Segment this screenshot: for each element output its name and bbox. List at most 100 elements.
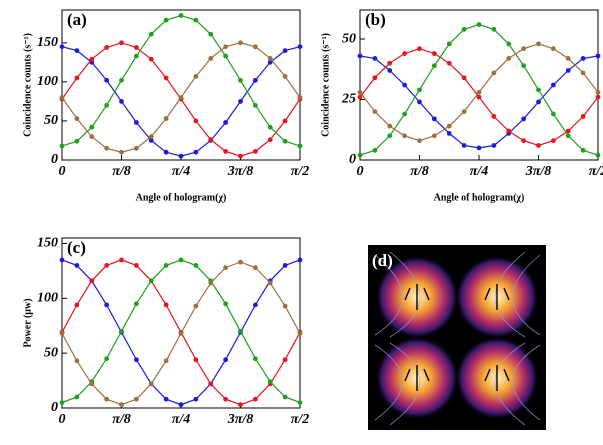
data-point bbox=[521, 46, 527, 52]
data-point bbox=[536, 41, 541, 47]
data-point bbox=[521, 63, 527, 69]
data-point bbox=[178, 95, 184, 100]
fit-line bbox=[61, 14, 301, 147]
data-point bbox=[267, 124, 273, 130]
x-tick-label: π/8 bbox=[410, 164, 429, 179]
data-point bbox=[163, 396, 169, 402]
data-point bbox=[223, 396, 229, 402]
panel-label: (d) bbox=[372, 251, 393, 270]
data-point bbox=[133, 45, 139, 50]
y-axis-label: Coincidence counts (s⁻¹) bbox=[22, 33, 33, 137]
data-point bbox=[550, 82, 556, 88]
data-point bbox=[133, 145, 139, 151]
data-point bbox=[595, 94, 601, 100]
data-point bbox=[208, 381, 214, 387]
data-point bbox=[104, 77, 110, 83]
data-point bbox=[133, 53, 139, 59]
data-point bbox=[133, 396, 139, 402]
x-tick-label: π/2 bbox=[589, 164, 603, 179]
data-point bbox=[461, 143, 467, 148]
data-point bbox=[267, 379, 273, 385]
data-point bbox=[252, 77, 258, 83]
fit-line bbox=[359, 23, 599, 156]
data-point bbox=[104, 102, 110, 108]
data-point bbox=[565, 133, 571, 139]
data-point bbox=[59, 44, 65, 50]
data-point bbox=[550, 111, 556, 117]
data-point bbox=[417, 99, 422, 105]
data-point bbox=[372, 55, 378, 61]
data-point bbox=[417, 138, 422, 144]
data-point bbox=[536, 87, 541, 93]
data-point bbox=[104, 263, 110, 268]
data-point bbox=[387, 68, 393, 73]
data-point bbox=[282, 118, 288, 124]
data-point bbox=[89, 278, 95, 284]
x-axis-label: Angle of hologram(χ) bbox=[136, 192, 227, 203]
data-point bbox=[223, 53, 229, 59]
data-point bbox=[387, 60, 393, 66]
data-point bbox=[133, 120, 139, 125]
data-point bbox=[402, 51, 408, 56]
data-point bbox=[148, 381, 154, 387]
x-tick-label: 3π/8 bbox=[227, 412, 254, 427]
data-point bbox=[104, 396, 110, 402]
panel-label: (b) bbox=[365, 10, 386, 29]
x-tick-label: π/4 bbox=[470, 164, 489, 179]
x-tick-label: π/8 bbox=[112, 412, 131, 427]
data-point bbox=[193, 396, 199, 402]
data-point bbox=[431, 116, 437, 122]
y-tick-label: 0 bbox=[51, 152, 58, 167]
data-point bbox=[208, 280, 214, 286]
data-point bbox=[74, 138, 80, 144]
data-point bbox=[148, 134, 154, 139]
y-tick-label: 50 bbox=[342, 31, 356, 46]
data-point bbox=[476, 89, 482, 95]
data-point bbox=[193, 118, 199, 124]
data-point bbox=[238, 77, 243, 83]
data-point bbox=[178, 402, 184, 408]
data-point bbox=[193, 263, 199, 268]
data-point bbox=[282, 74, 288, 79]
y-tick-label: 25 bbox=[341, 92, 356, 107]
data-point bbox=[267, 280, 273, 286]
data-point bbox=[297, 331, 303, 336]
data-point bbox=[565, 55, 571, 61]
data-point bbox=[223, 357, 229, 363]
data-point bbox=[252, 302, 258, 308]
data-point bbox=[491, 143, 497, 148]
data-point bbox=[267, 59, 273, 65]
data-point bbox=[104, 302, 110, 308]
data-point bbox=[297, 95, 303, 100]
data-point bbox=[252, 396, 258, 402]
data-point bbox=[267, 137, 273, 143]
data-point bbox=[59, 95, 65, 100]
data-point bbox=[89, 124, 95, 130]
data-point bbox=[431, 63, 437, 69]
data-point bbox=[163, 17, 169, 23]
x-tick-label: π/2 bbox=[291, 412, 310, 427]
data-point bbox=[104, 45, 110, 50]
data-point bbox=[536, 143, 541, 148]
data-point bbox=[178, 153, 184, 159]
y-tick-label: 0 bbox=[349, 152, 356, 167]
data-point bbox=[461, 75, 467, 81]
panel-label: (a) bbox=[67, 10, 87, 29]
data-point bbox=[252, 44, 258, 50]
data-point bbox=[223, 265, 229, 271]
data-point bbox=[580, 147, 586, 153]
x-tick-label: 0 bbox=[59, 164, 66, 179]
data-point bbox=[178, 13, 184, 18]
data-point bbox=[417, 46, 422, 52]
data-point bbox=[297, 44, 303, 50]
data-point bbox=[491, 26, 497, 32]
data-point bbox=[208, 56, 214, 61]
data-point bbox=[536, 99, 541, 105]
data-point bbox=[193, 149, 199, 155]
data-point bbox=[521, 116, 527, 122]
data-point bbox=[387, 123, 393, 129]
y-tick-label: 50 bbox=[44, 345, 58, 360]
data-point bbox=[446, 41, 452, 47]
data-point bbox=[74, 394, 80, 400]
